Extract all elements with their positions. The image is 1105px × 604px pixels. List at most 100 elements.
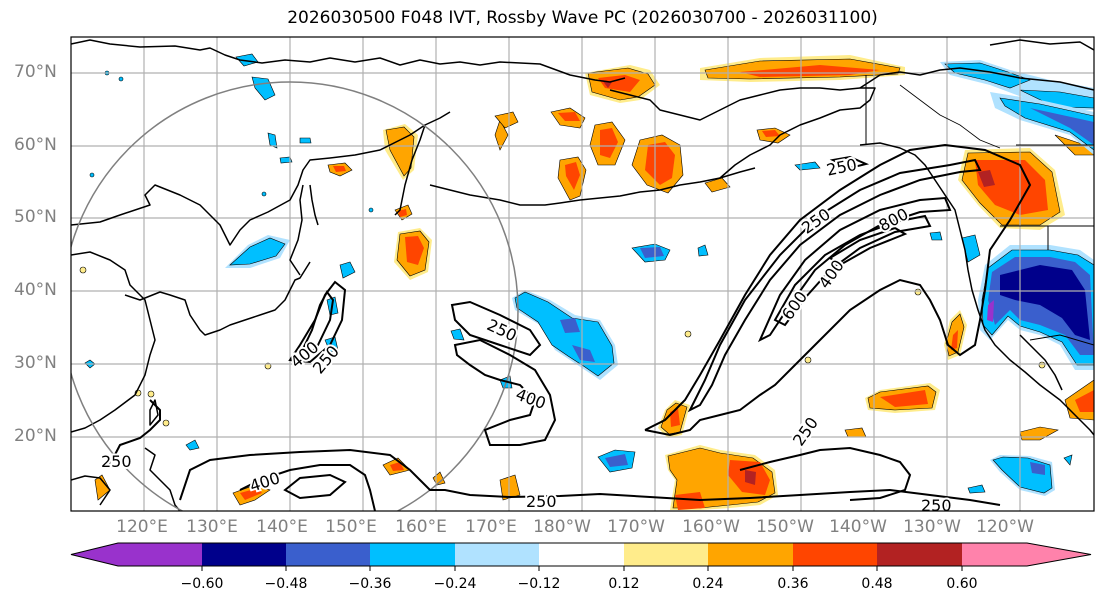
colorbar-outline: [70, 542, 1092, 567]
lon-label: 140°W: [829, 517, 887, 537]
graticule: [71, 37, 1094, 511]
colorbar-tick-label: −0.36: [348, 576, 392, 592]
anomaly-blob: [1030, 462, 1045, 475]
map-content: 250 250 800 400 600 250 250 400 400 250 …: [71, 37, 1094, 511]
anomaly-blob: [745, 470, 756, 485]
lon-label: 150°E: [325, 517, 377, 537]
anomaly-blob: [267, 132, 278, 149]
lat-label: 50°N: [14, 207, 57, 227]
anomaly-blob: [1063, 454, 1073, 466]
contour-250-te: [739, 446, 912, 501]
coastline-canada-arctic: [859, 67, 1094, 91]
reference-circle: [71, 81, 519, 511]
anomaly-blob: [704, 177, 731, 193]
colorbar-tick-label: −0.48: [264, 576, 308, 592]
lat-label: 30°N: [14, 353, 57, 373]
anomaly-blob: [975, 160, 1048, 215]
colorbar-bin: [286, 543, 370, 566]
anomaly-blob: [978, 170, 995, 187]
anomaly-blob: [405, 236, 424, 265]
anomaly-blob: [339, 261, 356, 279]
colorbar-bin: [370, 543, 455, 566]
colorbar-bin: [962, 543, 1091, 566]
ivt-contours: [107, 143, 1032, 511]
lat-label: 60°N: [14, 135, 57, 155]
anomaly-blob: [390, 462, 404, 471]
anomaly-blob: [261, 191, 267, 197]
coastline-korea-japan: [124, 261, 311, 336]
lon-label: 170°E: [465, 517, 517, 537]
contour-label: 250: [526, 492, 557, 511]
coastline-sakhalin: [289, 184, 304, 276]
colorbar-tick-label: −0.24: [433, 576, 477, 592]
colorbar-tick-label: 0.12: [608, 576, 640, 592]
coastline-baja: [1019, 334, 1063, 391]
anomaly-blob: [740, 65, 880, 77]
coastline-aleutians: [429, 167, 756, 206]
anomaly-blob: [645, 142, 675, 185]
anomaly-blob: [185, 439, 200, 451]
anomaly-blob: [450, 328, 465, 341]
contour-250-b: [687, 158, 982, 413]
colorbar-bin: [793, 543, 877, 566]
contour-250-j: [298, 290, 335, 362]
anomaly-blob: [368, 207, 374, 213]
colorbar-bin: [455, 543, 539, 566]
lat-label: 70°N: [14, 62, 57, 82]
lat-label: 20°N: [14, 426, 57, 446]
lon-label: 150°W: [756, 517, 814, 537]
contour-800: [828, 226, 908, 267]
border-mexico: [1029, 334, 1094, 346]
anomaly-blob: [560, 318, 580, 333]
coastline-philippines: [144, 447, 181, 511]
colorbar-tick-label: 0.24: [692, 576, 724, 592]
anomaly-blob: [79, 266, 87, 274]
coastline-china: [71, 251, 156, 433]
anomaly-blob: [572, 345, 595, 362]
anomaly-blob: [605, 454, 628, 467]
lon-label: 120°W: [976, 517, 1034, 537]
lat-label: 40°N: [14, 280, 57, 300]
anomaly-blob: [558, 112, 580, 121]
colorbar-tick-label: −0.60: [180, 576, 224, 592]
anomaly-blob: [162, 419, 170, 427]
anomaly-blob: [844, 427, 867, 438]
colorbar-tick-label: 0.36: [777, 576, 809, 592]
anomaly-blob: [880, 390, 928, 407]
anomaly-blob: [398, 209, 407, 217]
anomaly-blob: [279, 156, 293, 164]
anomaly-blob: [324, 336, 339, 353]
anomaly-blob: [1000, 265, 1090, 340]
anomaly-blob: [499, 474, 521, 501]
anomaly-blob: [494, 111, 519, 129]
lon-label: 130°W: [903, 517, 961, 537]
contour-250-w: [450, 300, 542, 357]
colorbar-bin: [71, 543, 202, 566]
contour-label: 250: [101, 452, 132, 471]
contour-400-j: [288, 280, 347, 364]
anomaly-blob: [494, 119, 509, 151]
anomaly-blob: [118, 76, 124, 82]
colorbar-bin: [708, 543, 793, 566]
anomaly-blob: [640, 247, 664, 258]
anomaly-blob: [684, 330, 692, 338]
colorbar-bin: [877, 543, 962, 566]
anomaly-blob: [240, 488, 262, 500]
border-canada-inner: [899, 84, 1001, 149]
contour-400-tw: [239, 464, 376, 511]
coastline-siberia-arctic: [71, 39, 626, 83]
coastline-alaska: [609, 87, 876, 179]
anomaly-blob: [675, 492, 705, 510]
anomaly-blob: [598, 75, 640, 92]
contour-250-ne: [829, 155, 870, 170]
anomaly-blob: [229, 237, 286, 266]
negative-anomalies: [84, 53, 1094, 496]
colorbar-tick-label: 0.48: [861, 576, 893, 592]
anomaly-blob: [929, 231, 943, 241]
colorbar-bin: [202, 543, 286, 566]
coastline-sakhalin-east: [309, 184, 319, 226]
contour-250-tw: [107, 399, 1001, 506]
anomaly-blob: [1075, 390, 1094, 412]
anomaly-blob: [762, 130, 780, 137]
